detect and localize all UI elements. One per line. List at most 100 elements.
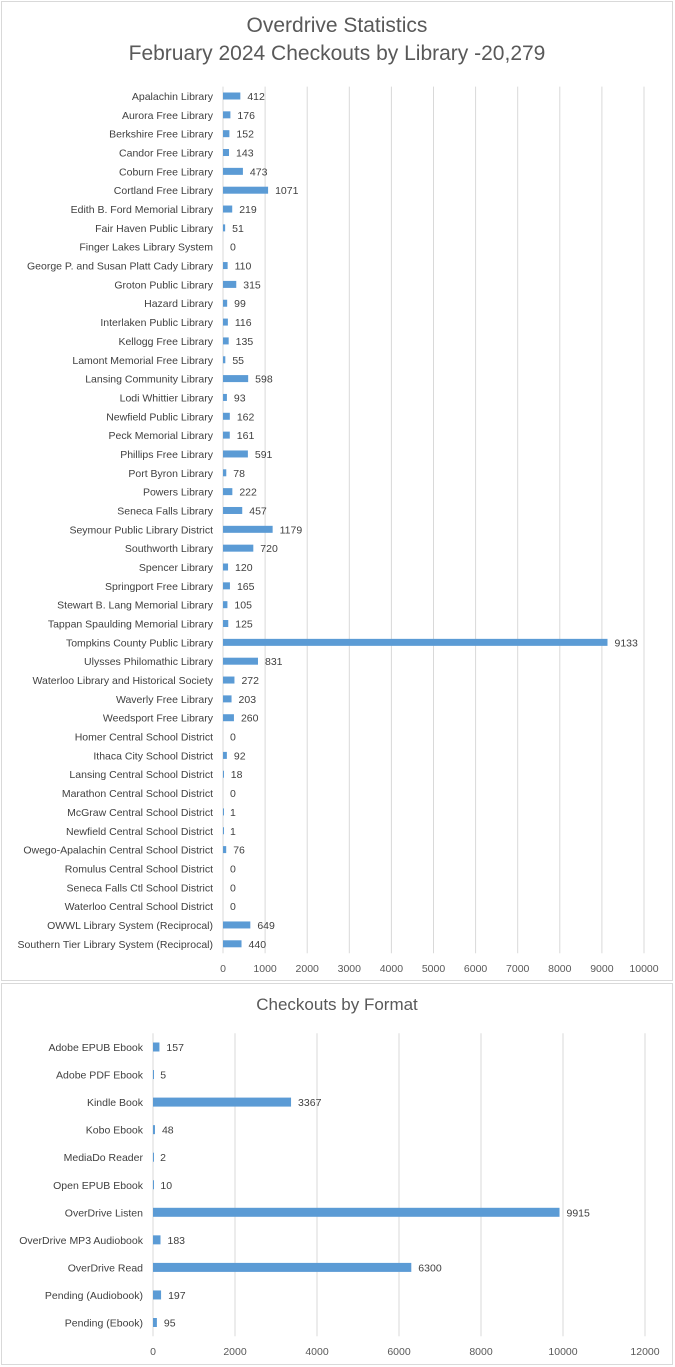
data-label: 0	[230, 788, 236, 800]
bar	[223, 601, 228, 609]
data-label: 176	[237, 110, 255, 122]
category-label: Phillips Free Library	[120, 449, 214, 461]
format-checkouts-chart: 0 2000 4000 6000 8000 10000 12000 Adobe EPUB Eb…	[19, 1033, 660, 1358]
x-tick-label: 6000	[464, 963, 488, 975]
bar	[153, 1262, 412, 1272]
category-label: OverDrive Listen	[65, 1207, 143, 1219]
category-label: Interlaken Public Library	[100, 317, 213, 329]
bar	[223, 620, 229, 628]
category-label: Finger Lakes Library System	[79, 242, 213, 254]
data-label: 76	[233, 845, 245, 857]
bar	[223, 299, 228, 307]
category-label: OverDrive MP3 Audiobook	[19, 1235, 143, 1247]
library-checkouts-chart: 0 1000 2000 3000 4000 5000 6000 7000 8000 9000 100…	[18, 86, 659, 975]
bar	[223, 337, 229, 345]
bar	[223, 827, 224, 835]
bar	[223, 92, 241, 100]
bar	[223, 714, 234, 722]
data-label: 831	[265, 656, 283, 668]
category-label: Newfield Public Library	[106, 411, 214, 423]
category-label: Candor Free Library	[119, 148, 214, 160]
bar	[223, 450, 248, 458]
x-tick-label: 2000	[223, 1346, 247, 1358]
x-tick-label: 4000	[380, 963, 404, 975]
data-label: 720	[260, 543, 278, 555]
category-label: Aurora Free Library	[122, 110, 214, 122]
category-label: OverDrive Read	[68, 1262, 143, 1274]
x-tick-label: 1000	[253, 963, 277, 975]
data-label: 143	[236, 148, 254, 160]
x-tick-label: 8000	[548, 963, 572, 975]
bar	[223, 149, 230, 157]
data-label: 152	[236, 129, 254, 141]
bar	[153, 1207, 560, 1217]
category-label: Kobo Ebook	[86, 1125, 144, 1137]
bar	[223, 563, 229, 571]
bar	[223, 582, 230, 590]
category-label: Waterloo Library and Historical Society	[32, 675, 213, 687]
category-label: Port Byron Library	[128, 468, 213, 480]
data-label: 105	[234, 600, 252, 612]
data-label: 10	[160, 1180, 172, 1192]
bar	[223, 130, 230, 138]
category-label: Cortland Free Library	[114, 185, 214, 197]
category-label: Pending (Ebook)	[65, 1318, 143, 1330]
category-label: Weedsport Free Library	[103, 713, 214, 725]
data-label: 9915	[567, 1207, 591, 1219]
data-label: 93	[234, 392, 246, 404]
category-label: Waterloo Central School District	[65, 901, 213, 913]
data-label: 315	[243, 279, 261, 291]
data-label: 1	[230, 807, 236, 819]
category-label: Tompkins County Public Library	[66, 637, 214, 649]
category-label: Ithaca City School District	[93, 750, 213, 762]
data-label: 99	[234, 298, 246, 310]
data-label: 162	[237, 411, 255, 423]
data-label: 3367	[298, 1097, 322, 1109]
data-label: 197	[168, 1290, 186, 1302]
data-label: 412	[247, 91, 265, 103]
category-label: Groton Public Library	[114, 279, 213, 291]
data-label: 1	[230, 826, 236, 838]
data-label: 183	[168, 1235, 186, 1247]
category-label: Open EPUB Ebook	[53, 1180, 144, 1192]
bar	[223, 676, 235, 684]
data-label: 55	[232, 355, 244, 367]
bar	[153, 1070, 154, 1080]
bar	[223, 940, 242, 948]
bar	[223, 356, 226, 364]
category-label: George P. and Susan Platt Cady Library	[27, 261, 214, 273]
data-label: 95	[164, 1318, 176, 1330]
data-label: 165	[237, 581, 255, 593]
category-label: Pending (Audiobook)	[45, 1290, 143, 1302]
library-chart-panel: Overdrive Statistics February 2024 Check…	[1, 1, 673, 981]
category-label: Homer Central School District	[75, 732, 213, 744]
category-label: Peck Memorial Library	[109, 430, 214, 442]
data-label: 125	[235, 619, 253, 631]
bar	[223, 808, 224, 816]
bar	[223, 393, 227, 401]
category-label: Lansing Central School District	[69, 769, 213, 781]
x-tick-label: 8000	[469, 1346, 493, 1358]
data-label: 0	[230, 242, 236, 254]
bar	[223, 412, 230, 420]
x-tick-label: 10000	[548, 1346, 577, 1358]
data-label: 5	[160, 1070, 166, 1082]
x-tick-label: 10000	[629, 963, 658, 975]
data-label: 598	[255, 374, 273, 386]
bar	[223, 262, 228, 270]
data-label: 457	[249, 505, 267, 517]
bar	[223, 205, 233, 213]
data-label: 2	[160, 1152, 166, 1164]
category-label: Kellogg Free Library	[118, 336, 213, 348]
data-label: 0	[230, 882, 236, 894]
data-label: 219	[239, 204, 257, 216]
bar	[153, 1097, 292, 1107]
format-chart-panel: Checkouts by Format 0 2000 4000 6000 8000 100…	[1, 983, 673, 1365]
bar	[223, 525, 273, 533]
bar	[223, 375, 249, 383]
data-label: 203	[239, 694, 257, 706]
x-tick-label: 0	[220, 963, 226, 975]
chart-subtitle: February 2024 Checkouts by Library -20,2…	[128, 42, 546, 65]
data-label: 1179	[280, 524, 303, 536]
data-label: 6300	[418, 1262, 442, 1274]
